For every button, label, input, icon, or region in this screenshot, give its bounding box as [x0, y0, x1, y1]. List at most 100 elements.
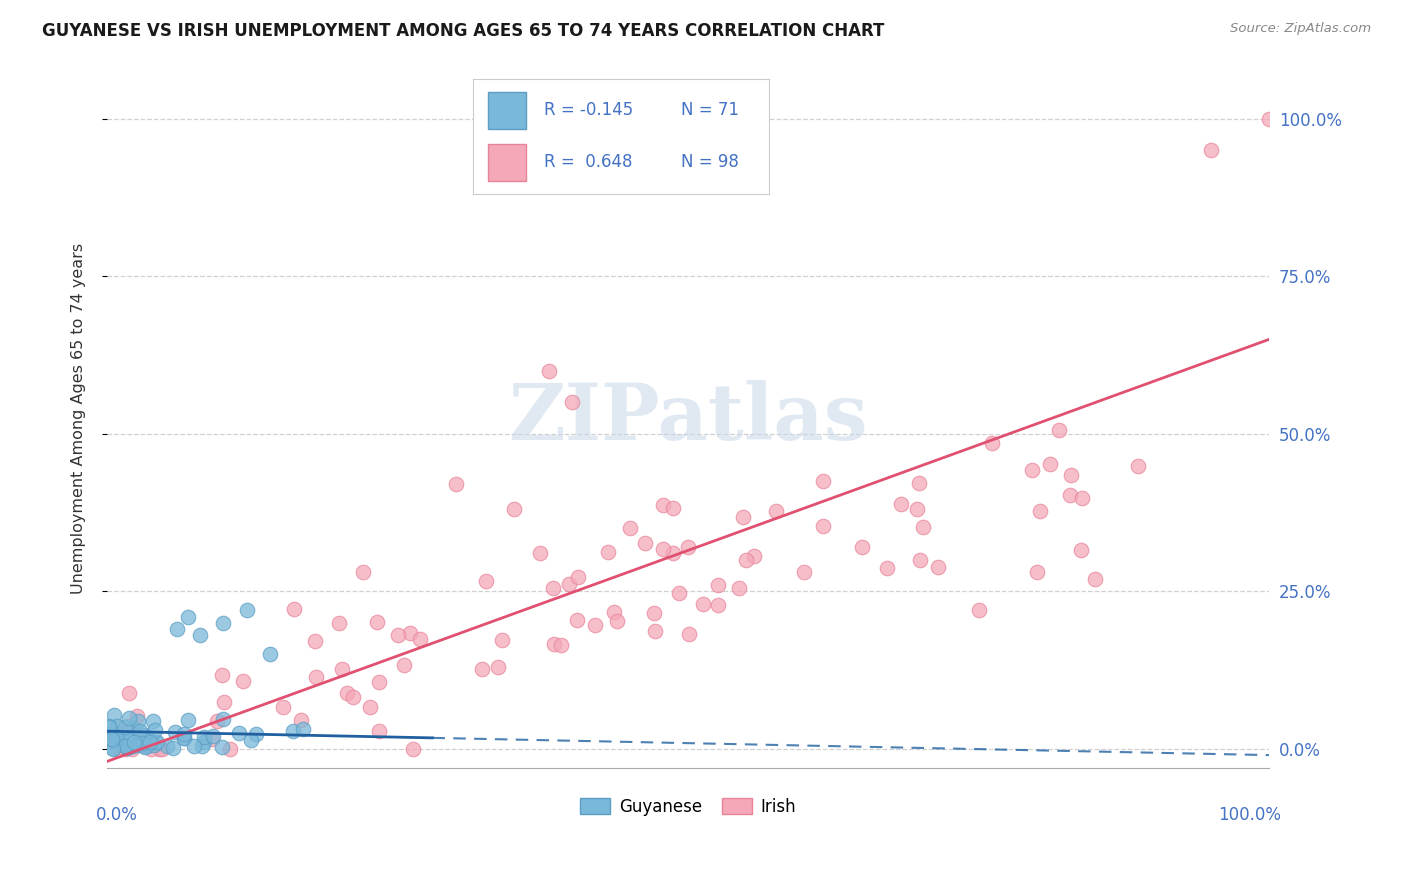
Point [352, 566, 374, 580]
Point [98, 719, 121, 733]
Point [980, 436, 1002, 450]
Point [283, 723, 305, 738]
Point [336, 686, 359, 700]
Point [98, 720, 121, 734]
Point [1047, 423, 1070, 437]
Point [359, 700, 381, 714]
Point [537, 364, 560, 378]
Point [232, 673, 254, 688]
Point [118, 686, 141, 700]
Point [162, 741, 184, 756]
Point [1071, 491, 1094, 506]
Point [927, 560, 949, 574]
Point [1059, 467, 1081, 482]
Point [173, 731, 195, 745]
Point [141, 714, 163, 728]
Point [114, 720, 136, 734]
Point [475, 574, 498, 589]
Point [596, 544, 619, 558]
Point [330, 662, 353, 676]
Point [1021, 463, 1043, 477]
Point [644, 624, 666, 639]
Point [561, 395, 583, 409]
Point [132, 739, 155, 754]
Point [98, 727, 121, 741]
Point [190, 739, 212, 753]
Point [1028, 503, 1050, 517]
Point [136, 730, 159, 744]
Point [107, 726, 129, 740]
Point [692, 597, 714, 611]
Point [125, 735, 148, 749]
Point [107, 741, 129, 756]
Point [1126, 458, 1149, 473]
Point [177, 713, 200, 727]
Point [290, 714, 312, 728]
Point [122, 721, 145, 735]
Point [134, 740, 156, 755]
Point [166, 622, 188, 636]
Point [813, 519, 835, 533]
Point [98, 735, 121, 749]
Point [1025, 566, 1047, 580]
Point [188, 628, 211, 642]
Point [678, 627, 700, 641]
Point [661, 500, 683, 515]
Point [291, 723, 314, 737]
Point [127, 735, 149, 749]
Point [662, 546, 685, 560]
Point [127, 708, 149, 723]
Point [387, 628, 409, 642]
Point [652, 541, 675, 556]
Point [911, 520, 934, 534]
Point [145, 735, 167, 749]
Legend: Guyanese, Irish: Guyanese, Irish [574, 791, 803, 822]
Point [211, 668, 233, 682]
Point [201, 731, 224, 746]
Point [529, 546, 551, 560]
Point [115, 741, 138, 756]
Point [114, 738, 136, 752]
Point [124, 735, 146, 749]
Point [910, 553, 932, 567]
Point [112, 738, 135, 752]
Text: GUYANESE VS IRISH UNEMPLOYMENT AMONG AGES 65 TO 74 YEARS CORRELATION CHART: GUYANESE VS IRISH UNEMPLOYMENT AMONG AGE… [42, 22, 884, 40]
Point [212, 615, 235, 630]
Point [101, 740, 124, 755]
Point [228, 725, 250, 739]
Point [212, 712, 235, 726]
Point [114, 739, 136, 753]
Point [122, 739, 145, 753]
Point [245, 727, 267, 741]
Point [603, 605, 626, 619]
Point [543, 637, 565, 651]
Point [1258, 112, 1281, 126]
Point [1039, 457, 1062, 471]
Point [366, 615, 388, 629]
Point [1084, 572, 1107, 586]
Point [98, 732, 121, 747]
Point [98, 731, 121, 746]
Point [273, 700, 295, 714]
Point [409, 632, 432, 646]
Point [183, 739, 205, 753]
Point [148, 741, 170, 756]
Point [486, 660, 509, 674]
Point [402, 741, 425, 756]
Point [876, 561, 898, 575]
Point [107, 731, 129, 746]
Point [811, 474, 834, 488]
Point [165, 725, 187, 739]
Point [890, 497, 912, 511]
Point [793, 566, 815, 580]
Point [173, 726, 195, 740]
Point [101, 741, 124, 756]
Point [104, 730, 127, 744]
Point [908, 476, 931, 491]
Point [543, 581, 565, 595]
Point [676, 540, 699, 554]
Point [121, 741, 143, 756]
Point [399, 625, 422, 640]
Point [557, 577, 579, 591]
Point [728, 581, 751, 595]
